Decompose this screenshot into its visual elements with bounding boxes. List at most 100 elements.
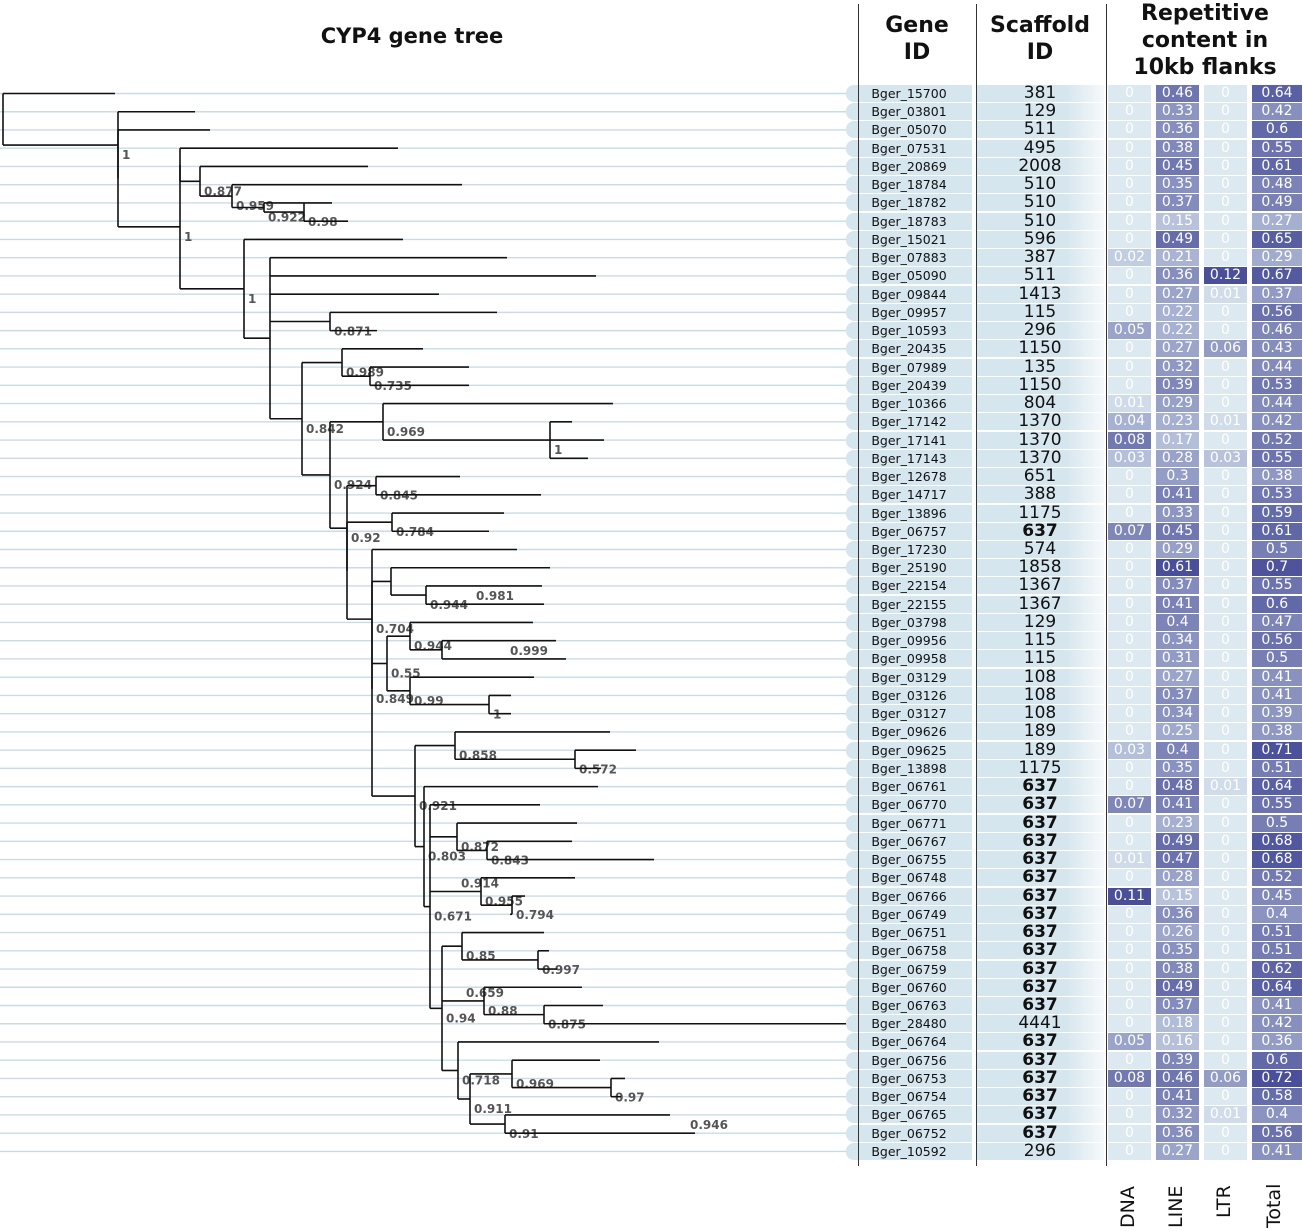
repeat-ltr-cell: 0 — [1204, 668, 1247, 686]
repeat-line-cell: 0.41 — [1156, 595, 1199, 613]
scaffold-id-cell: 189 — [976, 741, 1104, 759]
repeat-ltr-cell: 0 — [1204, 1051, 1247, 1069]
scaffold-id-cell: 510 — [976, 176, 1104, 194]
gene-id-cell: Bger_20869 — [846, 157, 972, 175]
support-value: 0.91 — [509, 1127, 539, 1141]
table-row: Bger_28480 4441 0 0.18 0 0.42 — [846, 1015, 1302, 1033]
support-value: 0.85 — [466, 949, 496, 963]
repeat-dna-cell: 0.03 — [1108, 741, 1151, 759]
repeat-dna-cell: 0 — [1108, 978, 1151, 996]
table-row: Bger_05070 511 0 0.36 0 0.6 — [846, 121, 1302, 139]
repeat-line-cell: 0.29 — [1156, 541, 1199, 558]
table-row: Bger_06753 637 0.08 0.46 0.06 0.72 — [846, 1069, 1302, 1087]
repeat-ltr-cell: 0 — [1204, 103, 1247, 121]
table-row: Bger_06767 637 0 0.49 0 0.68 — [846, 832, 1302, 850]
scaffold-id-cell: 388 — [976, 486, 1104, 504]
table-row: Bger_06763 637 0 0.37 0 0.41 — [846, 997, 1302, 1014]
scaffold-id-cell: 510 — [976, 212, 1104, 230]
scaffold-id-cell: 296 — [976, 1142, 1104, 1160]
repeat-line-cell: 0.28 — [1156, 869, 1199, 887]
table-row: Bger_06754 637 0 0.41 0 0.58 — [846, 1088, 1302, 1106]
repeat-dna-cell: 0 — [1108, 905, 1151, 923]
table-row: Bger_03126 108 0 0.37 0 0.41 — [846, 686, 1302, 704]
repeat-total-cell: 0.56 — [1252, 632, 1302, 650]
gene-id-cell: Bger_06752 — [846, 1124, 972, 1142]
gene-id-cell: Bger_20435 — [846, 340, 972, 358]
repeat-dna-cell: 0 — [1108, 595, 1151, 613]
repeat-total-cell: 0.5 — [1252, 541, 1302, 558]
scaffold-id-cell: 804 — [976, 395, 1104, 413]
repeat-ltr-cell: 0 — [1204, 303, 1247, 321]
support-value: 0.794 — [516, 908, 554, 922]
repeat-total-cell: 0.42 — [1252, 1015, 1302, 1033]
scaffold-id-cell: 637 — [976, 814, 1104, 832]
repeat-dna-cell: 0.07 — [1108, 522, 1151, 540]
scaffold-id-cell: 637 — [976, 778, 1104, 796]
gene-id-cell: Bger_10593 — [846, 322, 972, 340]
repeat-dna-cell: 0 — [1108, 121, 1151, 139]
column-divider — [1106, 4, 1107, 1166]
support-value: 0.572 — [579, 762, 617, 776]
scaffold-id-cell: 637 — [976, 1033, 1104, 1051]
repeat-dna-cell: 0 — [1108, 832, 1151, 850]
scaffold-id-cell: 637 — [976, 905, 1104, 923]
repeat-total-cell: 0.72 — [1252, 1069, 1302, 1087]
table-row: Bger_06755 637 0.01 0.47 0 0.68 — [846, 851, 1302, 869]
repeat-total-cell: 0.58 — [1252, 1088, 1302, 1106]
scaffold-id-cell: 1150 — [976, 340, 1104, 358]
scaffold-id-cell: 637 — [976, 796, 1104, 814]
repeat-line-cell: 0.15 — [1156, 212, 1199, 230]
gene-id-cell: Bger_18782 — [846, 194, 972, 212]
scaffold-id-cell: 637 — [976, 832, 1104, 850]
repeat-ltr-cell: 0 — [1204, 942, 1247, 960]
repeat-line-cell: 0.49 — [1156, 832, 1199, 850]
repeat-total-cell: 0.38 — [1252, 468, 1302, 486]
gene-id-cell: Bger_12678 — [846, 468, 972, 486]
repeat-total-cell: 0.27 — [1252, 212, 1302, 230]
repeat-total-cell: 0.44 — [1252, 395, 1302, 413]
repeat-line-cell: 0.15 — [1156, 887, 1199, 905]
scaffold-id-cell: 637 — [976, 1088, 1104, 1106]
table-row: Bger_18783 510 0 0.15 0 0.27 — [846, 212, 1302, 230]
repeat-dna-cell: 0 — [1108, 212, 1151, 230]
gene-id-cell: Bger_06758 — [846, 942, 972, 960]
scaffold-id-cell: 637 — [976, 942, 1104, 960]
support-value: 0.671 — [434, 910, 472, 924]
table-row: Bger_18784 510 0 0.35 0 0.48 — [846, 176, 1302, 194]
repeat-total-cell: 0.52 — [1252, 431, 1302, 449]
gene-id-cell: Bger_17230 — [846, 541, 972, 558]
repetitive-header-line: content in — [1141, 28, 1269, 53]
repeat-total-cell: 0.56 — [1252, 1124, 1302, 1142]
repeat-total-cell: 0.53 — [1252, 486, 1302, 504]
gene-id-cell: Bger_03126 — [846, 686, 972, 704]
repeat-total-cell: 0.55 — [1252, 577, 1302, 595]
gene-id-cell: Bger_09958 — [846, 650, 972, 668]
gene-id-cell: Bger_07531 — [846, 139, 972, 157]
repeat-dna-cell: 0.01 — [1108, 395, 1151, 413]
table-row: Bger_06749 637 0 0.36 0 0.4 — [846, 905, 1302, 923]
repeat-dna-cell: 0 — [1108, 668, 1151, 686]
gene-id-cell: Bger_06771 — [846, 814, 972, 832]
table-row: Bger_17230 574 0 0.29 0 0.5 — [846, 541, 1302, 558]
repeat-ltr-cell: 0.12 — [1204, 267, 1247, 285]
repeat-ltr-cell: 0 — [1204, 194, 1247, 212]
repeat-line-cell: 0.16 — [1156, 1033, 1199, 1051]
gene-id-cell: Bger_05070 — [846, 121, 972, 139]
scaffold-id-cell: 296 — [976, 322, 1104, 340]
repeat-line-cell: 0.4 — [1156, 741, 1199, 759]
repeat-dna-cell: 0 — [1108, 960, 1151, 978]
gene-id-cell: Bger_06766 — [846, 887, 972, 905]
repeat-total-cell: 0.36 — [1252, 1033, 1302, 1051]
scaffold-id-cell: 637 — [976, 1051, 1104, 1069]
repeat-total-cell: 0.52 — [1252, 869, 1302, 887]
repeat-total-cell: 0.51 — [1252, 942, 1302, 960]
repetitive-header-line: 10kb flanks — [1133, 55, 1277, 80]
repeat-line-cell: 0.39 — [1156, 376, 1199, 394]
repeat-dna-cell: 0.08 — [1108, 1069, 1151, 1087]
table-row: Bger_03129 108 0 0.27 0 0.41 — [846, 668, 1302, 686]
repeat-line-cell: 0.49 — [1156, 978, 1199, 996]
repeat-dna-cell: 0 — [1108, 1106, 1151, 1124]
support-value: 0.997 — [542, 963, 580, 977]
gene-id-cell: Bger_06764 — [846, 1033, 972, 1051]
gene-id-cell: Bger_06754 — [846, 1088, 972, 1106]
